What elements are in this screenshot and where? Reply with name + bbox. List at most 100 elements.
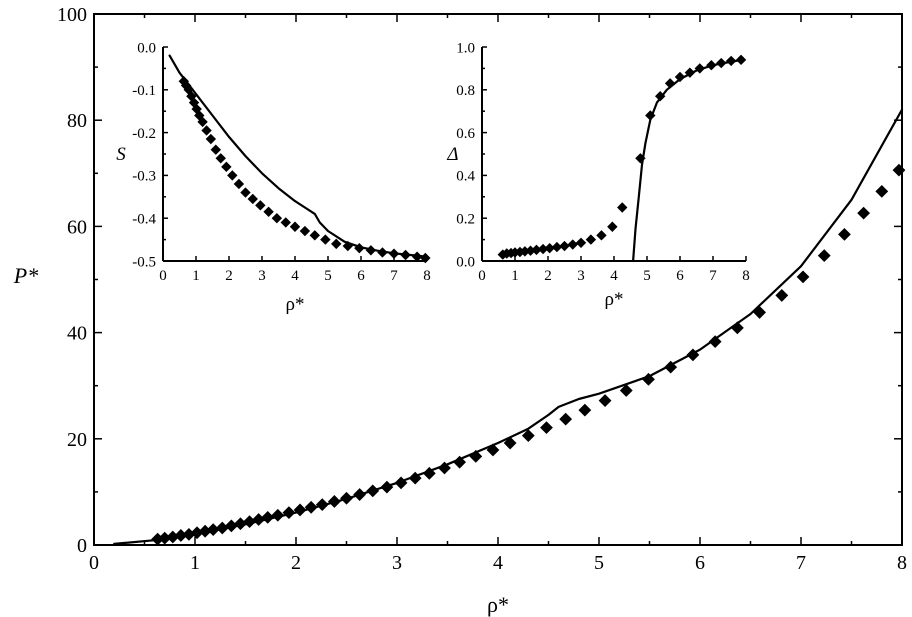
y-tick-label: 0.0	[456, 254, 475, 270]
y-tick-label: -0.1	[132, 83, 156, 99]
y-tick-label: 0.6	[456, 126, 475, 142]
x-tick-label: 0	[89, 552, 99, 574]
data-point-diamond	[544, 242, 555, 254]
data-point-diamond	[642, 372, 655, 386]
data-point-diamond	[567, 239, 578, 250]
y-axis-label: Δ	[446, 144, 458, 165]
data-point-diamond	[320, 234, 331, 245]
data-point-diamond	[408, 471, 422, 485]
theory-curve	[113, 108, 904, 546]
data-point-diamond	[422, 466, 436, 480]
data-point-diamond	[299, 225, 311, 237]
data-point-diamond	[263, 206, 274, 217]
x-axis-label: ρ*	[286, 294, 305, 315]
y-tick-label: 40	[67, 323, 87, 345]
data-point-diamond	[210, 144, 221, 155]
panel-inset-right: 0 1 2 3 4 5 6 7 8 0.0 0.2 0.4 0.6 0.8 1.0 ρ* Δ	[446, 40, 749, 310]
data-point-diamond	[551, 241, 563, 253]
data-point-diamond	[775, 289, 789, 302]
data-point-diamond	[645, 110, 656, 121]
x-tick-label: 1	[511, 268, 519, 284]
data-point-diamond	[617, 202, 628, 213]
y-tick-label: 0.2	[456, 211, 475, 227]
y-tick-label: 0.4	[456, 169, 475, 185]
data-point-diamond	[331, 238, 342, 250]
data-point-diamond	[514, 246, 526, 258]
data-point-diamond	[655, 91, 666, 102]
data-point-diamond	[205, 133, 217, 145]
x-axis-label: ρ*	[605, 289, 624, 310]
y-tick-label: -0.3	[132, 169, 156, 185]
data-point-diamond	[635, 153, 646, 164]
y-tick-label: 1.0	[456, 40, 475, 56]
x-tick-label: 5	[594, 552, 604, 574]
data-point-diamond	[247, 193, 258, 205]
x-tick-label: 3	[392, 552, 402, 574]
x-tick-label: 4	[493, 552, 503, 574]
y-tick-label: 80	[67, 110, 87, 132]
x-tick-label: 8	[742, 268, 750, 284]
data-point-diamond	[684, 67, 696, 78]
data-point-diamond	[215, 153, 226, 164]
x-tick-label: 6	[695, 552, 705, 574]
x-tick-label: 5	[324, 268, 332, 284]
data-point-diamond	[280, 217, 291, 228]
data-point-diamond	[240, 187, 251, 198]
y-axis-label: S	[116, 144, 126, 165]
x-tick-label: 2	[225, 268, 233, 284]
data-point-diamond	[578, 403, 592, 417]
data-point-diamond	[178, 76, 189, 87]
y-axis-label: P*	[13, 263, 38, 288]
x-tick-label: 0	[159, 268, 167, 284]
data-point-diamond	[201, 125, 212, 136]
y-tick-label: 100	[57, 4, 87, 26]
data-point-diamond	[453, 455, 467, 469]
data-point-diamond	[531, 244, 542, 256]
x-tick-label: 5	[643, 268, 651, 284]
x-tick-label: 7	[796, 552, 806, 574]
y-tick-label: 0.0	[137, 40, 156, 56]
x-tick-label: 2	[291, 552, 301, 574]
data-point-diamond	[289, 221, 301, 232]
data-point-diamond	[521, 429, 535, 443]
data-point-diamond	[309, 230, 320, 241]
data-point-diamond	[540, 421, 553, 435]
x-tick-label: 3	[577, 268, 585, 284]
y-tick-label: -0.2	[132, 126, 156, 142]
data-point-diamond	[304, 500, 318, 514]
data-point-diamond	[598, 394, 612, 407]
data-point-diamond	[817, 249, 831, 263]
x-tick-label: 4	[291, 268, 299, 284]
data-point-diamond	[857, 206, 871, 220]
data-point-diamond	[354, 242, 365, 254]
data-point-diamond	[233, 178, 245, 190]
panel-inset-left: 0 1 2 3 4 5 6 7 8 -0.5 -0.4 -0.3 -0.2 -0.1 0.0 ρ* S	[116, 40, 431, 315]
y-tick-label: 0	[77, 535, 87, 557]
data-point-diamond	[255, 200, 266, 211]
x-tick-label: 4	[610, 268, 618, 284]
x-tick-label: 8	[897, 552, 907, 574]
x-tick-label: 6	[357, 268, 365, 284]
x-axis-label: ρ*	[487, 592, 509, 617]
data-point-diamond	[892, 163, 906, 177]
data-point-diamond	[197, 116, 208, 128]
data-point-diamond	[585, 234, 597, 245]
data-point-diamond	[191, 103, 202, 115]
data-point-diamond	[664, 78, 676, 89]
data-point-diamond	[708, 335, 722, 349]
theory-curve	[631, 58, 744, 263]
data-point-diamond	[753, 306, 766, 319]
data-point-diamond	[674, 71, 686, 83]
y-tick-label: 20	[67, 429, 87, 451]
theory-curve	[168, 54, 429, 258]
data-point-diamond	[221, 161, 232, 173]
x-tick-label: 6	[676, 268, 684, 284]
data-point-diamond	[607, 221, 618, 232]
y-tick-label: -0.4	[132, 211, 156, 227]
data-point-diamond	[838, 227, 851, 241]
data-point-diamond	[619, 384, 633, 397]
x-tick-label: 7	[709, 268, 717, 284]
x-tick-label: 1	[190, 552, 200, 574]
